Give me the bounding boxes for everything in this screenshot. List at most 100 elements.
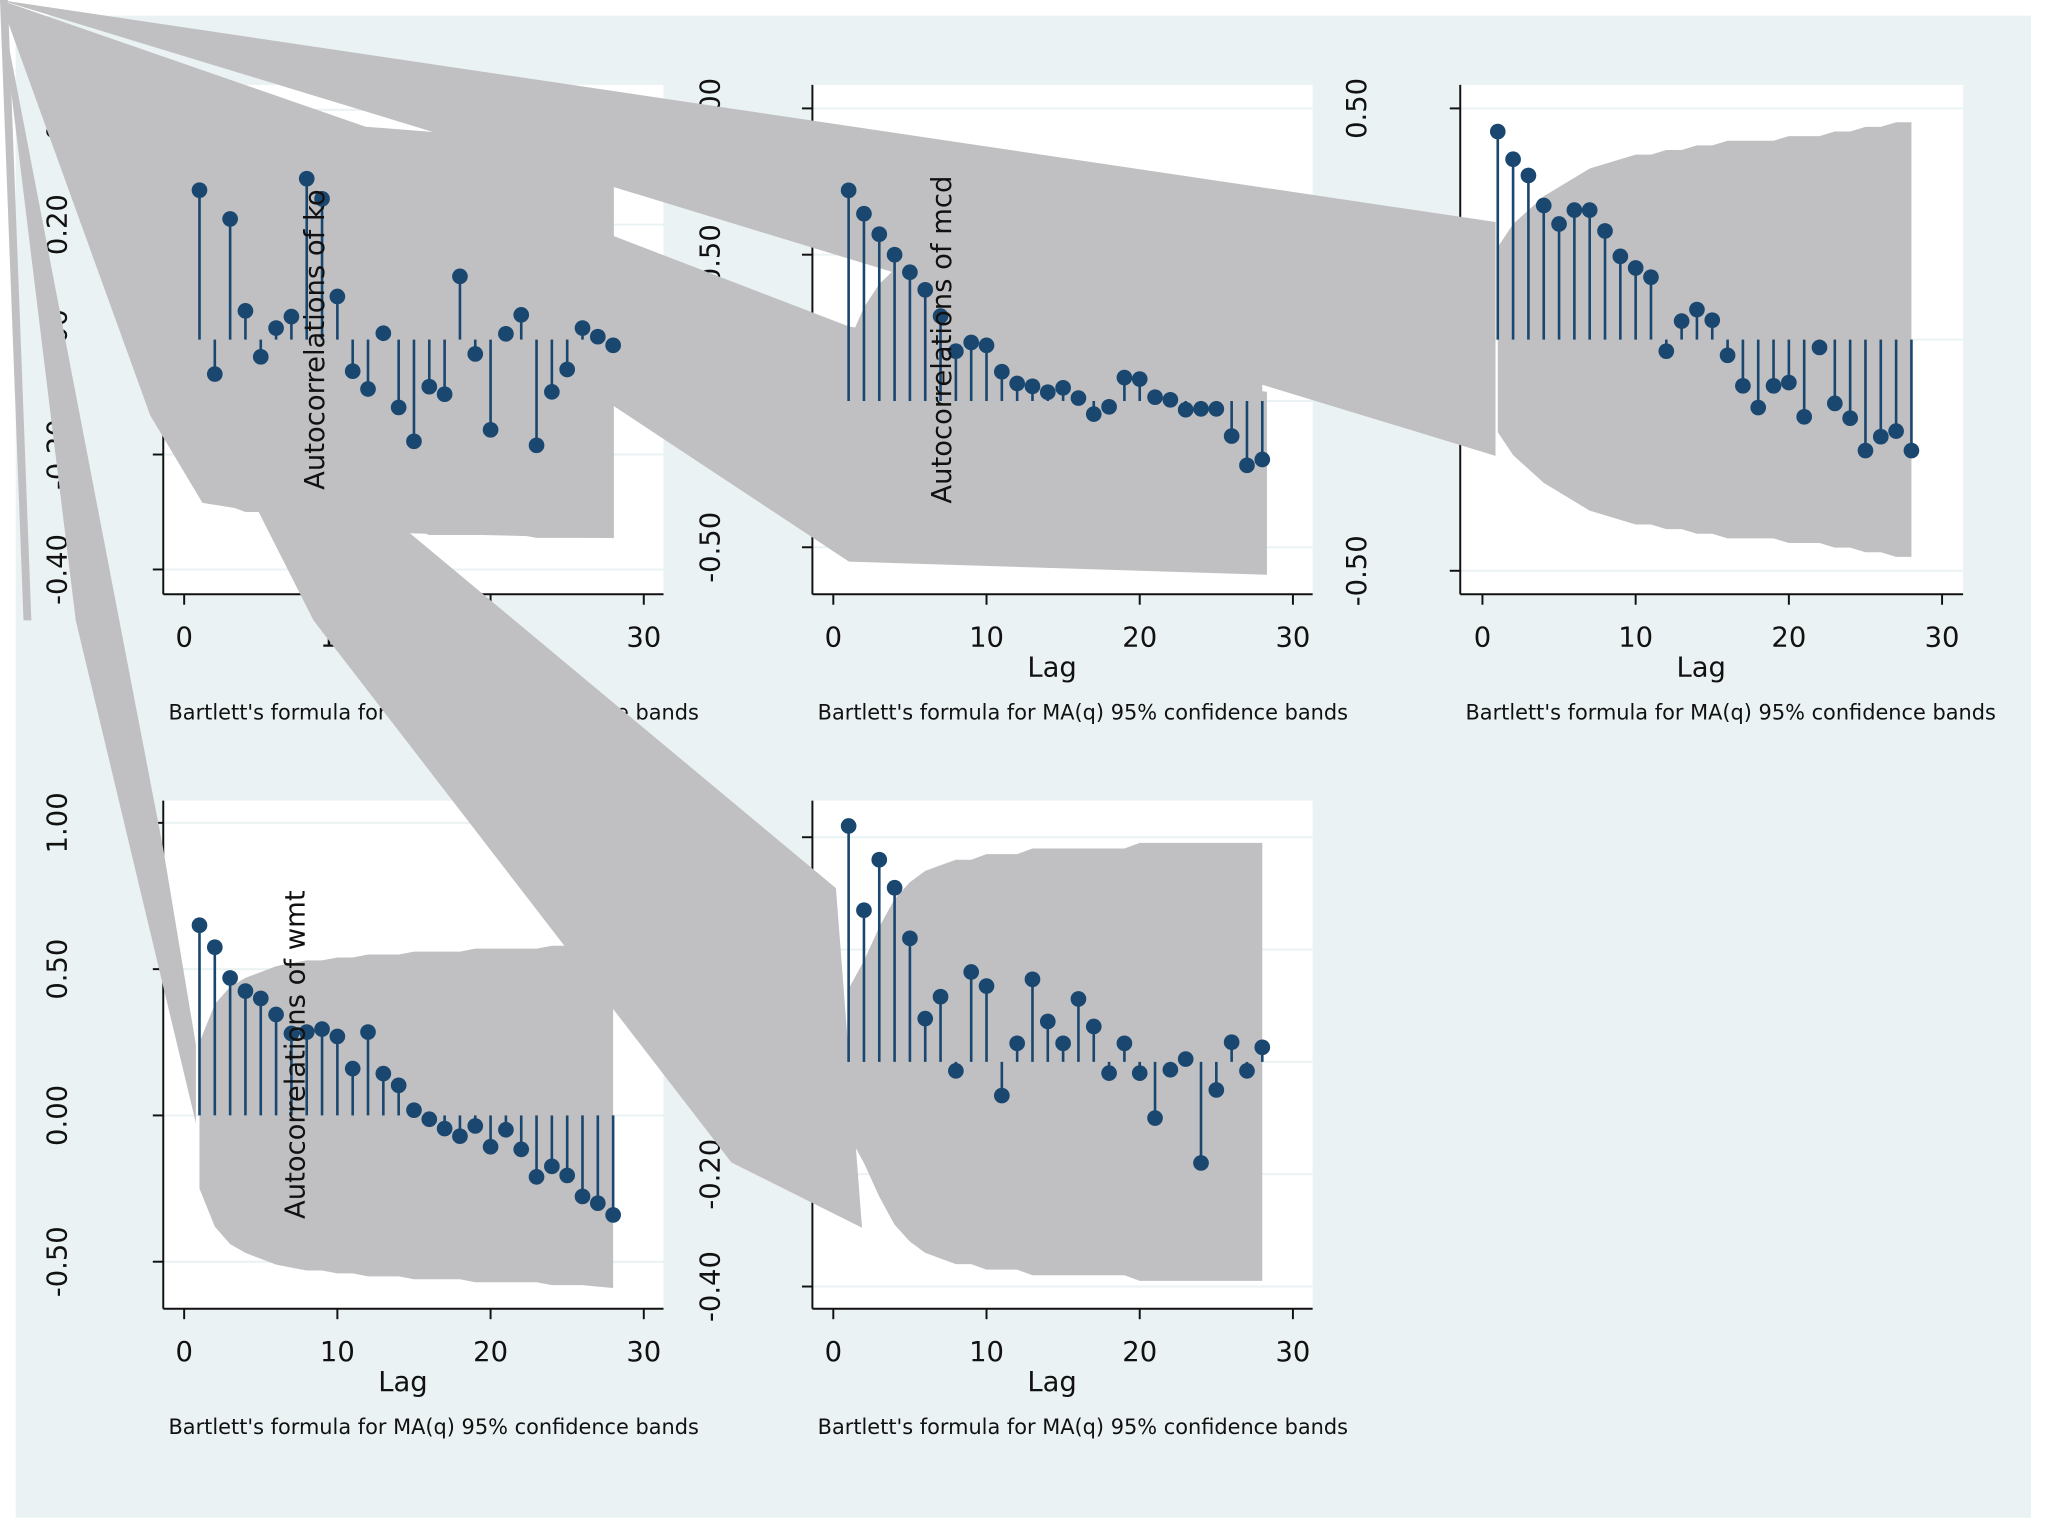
acf-point xyxy=(1193,401,1209,417)
acf-point xyxy=(1719,347,1736,364)
acf-point xyxy=(498,326,514,342)
x-tick-label: 0 xyxy=(825,623,842,654)
y-axis-title: Autocorrelations of wmt xyxy=(280,890,311,1219)
acf-point xyxy=(1489,123,1506,140)
acf-point xyxy=(902,264,918,281)
acf-point xyxy=(1009,1035,1025,1052)
acf-point xyxy=(1055,1035,1071,1052)
acf-point xyxy=(917,1010,934,1027)
acf-point xyxy=(559,1167,576,1184)
acf-point xyxy=(1039,384,1056,401)
x-tick-label: 0 xyxy=(825,1337,842,1368)
acf-point xyxy=(978,337,995,354)
acf-point xyxy=(206,939,223,956)
x-tick-label: 30 xyxy=(626,1337,661,1368)
acf-point xyxy=(1872,428,1889,445)
acf-point xyxy=(1811,339,1828,356)
acf-series-2 xyxy=(840,182,1271,474)
x-axis-title: Lag xyxy=(1027,653,1076,684)
acf-point xyxy=(605,1207,621,1223)
acf-point xyxy=(1116,1035,1133,1052)
acf-point xyxy=(344,1060,361,1077)
acf-point xyxy=(1520,167,1537,184)
x-tick-label: 20 xyxy=(1122,623,1157,654)
acf-point xyxy=(1796,408,1813,425)
acf-series-5 xyxy=(840,818,1271,1171)
acf-point xyxy=(222,970,238,986)
acf-point xyxy=(1070,991,1087,1007)
acf-point xyxy=(1857,442,1874,459)
y-tick-label: 1.00 xyxy=(42,792,73,853)
acf-point xyxy=(544,384,560,400)
acf-point xyxy=(1162,391,1179,408)
x-tick-label: 10 xyxy=(969,1337,1004,1368)
acf-point xyxy=(1535,197,1552,214)
chart-note: Bartlett's formula for MA(q) 95% confide… xyxy=(168,1415,698,1439)
y-tick-label: 0.50 xyxy=(1342,78,1373,139)
acf-point xyxy=(452,268,468,285)
acf-point xyxy=(1177,1051,1194,1067)
acf-point xyxy=(840,818,857,834)
acf-point xyxy=(191,182,208,199)
y-tick-label: -0.50 xyxy=(695,512,726,583)
acf-point xyxy=(222,211,238,227)
acf-point xyxy=(1612,248,1629,265)
acf-point xyxy=(1735,377,1751,394)
acf-point xyxy=(1162,1061,1179,1078)
acf-point xyxy=(329,288,346,305)
artifact-wedge-e xyxy=(0,0,196,1124)
acf-point xyxy=(482,421,499,438)
artifact-wedge-d xyxy=(0,0,863,1228)
acf-point xyxy=(1070,390,1087,406)
acf-point xyxy=(206,366,223,382)
acf-point xyxy=(1765,377,1782,394)
artifact-wedge-f xyxy=(0,0,32,621)
acf-point xyxy=(1009,375,1025,392)
acf-point xyxy=(559,361,576,378)
acf-point xyxy=(268,320,284,336)
acf-point xyxy=(1781,374,1797,391)
acf-point xyxy=(314,1021,330,1037)
acf-point xyxy=(1024,971,1041,988)
acf-point xyxy=(1085,406,1102,422)
acf-point xyxy=(436,1120,453,1137)
y-tick-label: -0.50 xyxy=(1342,535,1373,606)
acf-point xyxy=(886,879,903,896)
acf-point xyxy=(856,902,872,919)
y-tick-label: -0.20 xyxy=(695,1139,726,1210)
acf-point xyxy=(948,343,964,360)
acf-point xyxy=(436,386,453,403)
acf-point xyxy=(932,308,949,324)
acf-point xyxy=(978,978,995,994)
acf-point xyxy=(452,1128,468,1145)
acf-point xyxy=(544,1158,560,1175)
acf-point xyxy=(1704,312,1721,329)
y-axis-title: Autocorrelations of ko xyxy=(300,189,331,489)
acf-point xyxy=(467,1118,484,1134)
acf-point xyxy=(886,246,903,263)
acf-point xyxy=(390,1077,407,1094)
acf-point xyxy=(605,337,621,354)
acf-point xyxy=(1842,410,1858,427)
acf-point xyxy=(406,1102,422,1118)
acf-point xyxy=(360,381,376,397)
acf-point xyxy=(528,437,545,454)
acf-point xyxy=(1208,401,1225,417)
acf-point xyxy=(298,1024,315,1040)
acf-point xyxy=(1131,1065,1148,1081)
acf-point xyxy=(237,983,254,999)
acf-point xyxy=(1254,451,1271,468)
x-tick-label: 30 xyxy=(1925,623,1960,654)
acf-point xyxy=(1039,1013,1056,1030)
acf-point xyxy=(1581,202,1598,218)
acf-point xyxy=(1223,428,1240,444)
acf-point xyxy=(1566,202,1583,218)
acf-point xyxy=(344,363,361,380)
acf-point xyxy=(1689,301,1705,318)
acf-point xyxy=(1903,442,1920,459)
acf-point xyxy=(252,348,269,365)
acf-point xyxy=(574,320,591,336)
acf-point xyxy=(1177,401,1194,418)
acf-point xyxy=(528,1169,545,1185)
